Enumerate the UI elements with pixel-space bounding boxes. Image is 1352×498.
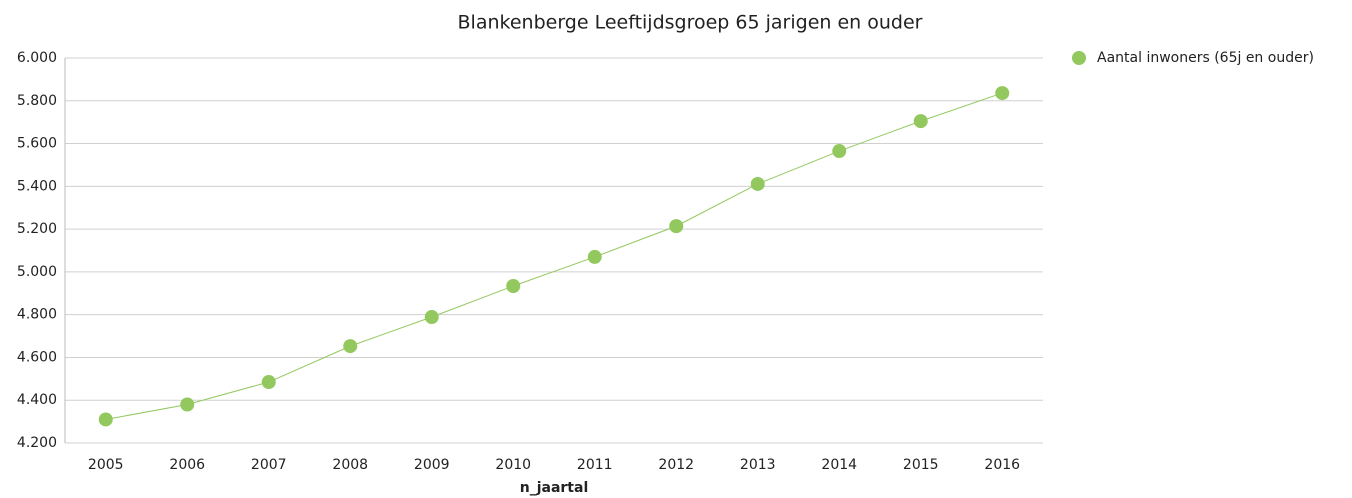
data-point (506, 279, 521, 294)
y-tick-label: 5.800 (17, 93, 57, 109)
data-point (261, 375, 276, 390)
x-tick-label: 2011 (577, 457, 613, 473)
x-tick-label: 2012 (658, 457, 694, 473)
x-tick-label: 2005 (88, 457, 124, 473)
y-tick-label: 5.000 (17, 264, 57, 280)
x-tick-label: 2014 (821, 457, 857, 473)
y-tick-label: 6.000 (17, 50, 57, 66)
y-tick-label: 5.600 (17, 136, 57, 152)
y-tick-label: 4.200 (17, 435, 57, 451)
legend-marker (1072, 51, 1086, 65)
data-point (424, 310, 439, 325)
data-point (832, 144, 847, 159)
y-tick-label: 5.200 (17, 221, 57, 237)
x-tick-label: 2010 (495, 457, 531, 473)
data-point (913, 114, 928, 129)
y-tick-label: 5.400 (17, 178, 57, 194)
x-tick-label: 2008 (332, 457, 368, 473)
y-tick-label: 4.600 (17, 349, 57, 365)
x-tick-label: 2016 (984, 457, 1020, 473)
x-tick-label: 2013 (740, 457, 776, 473)
data-point (750, 176, 765, 191)
data-point (587, 249, 602, 264)
data-point (180, 397, 195, 412)
y-tick-label: 4.400 (17, 392, 57, 408)
x-tick-label: 2007 (251, 457, 287, 473)
data-point (995, 86, 1010, 101)
series-line (105, 92, 1003, 420)
data-point (669, 219, 684, 234)
y-tick-label: 4.800 (17, 307, 57, 323)
chart-title: Blankenberge Leeftijdsgroep 65 jarigen e… (458, 12, 923, 34)
data-point (343, 339, 358, 354)
x-tick-label: 2015 (903, 457, 939, 473)
x-tick-label: 2006 (169, 457, 205, 473)
x-axis-title: n_jaartal (520, 480, 589, 496)
legend-label: Aantal inwoners (65j en ouder) (1097, 50, 1314, 66)
x-tick-label: 2009 (414, 457, 450, 473)
data-point (98, 412, 113, 427)
